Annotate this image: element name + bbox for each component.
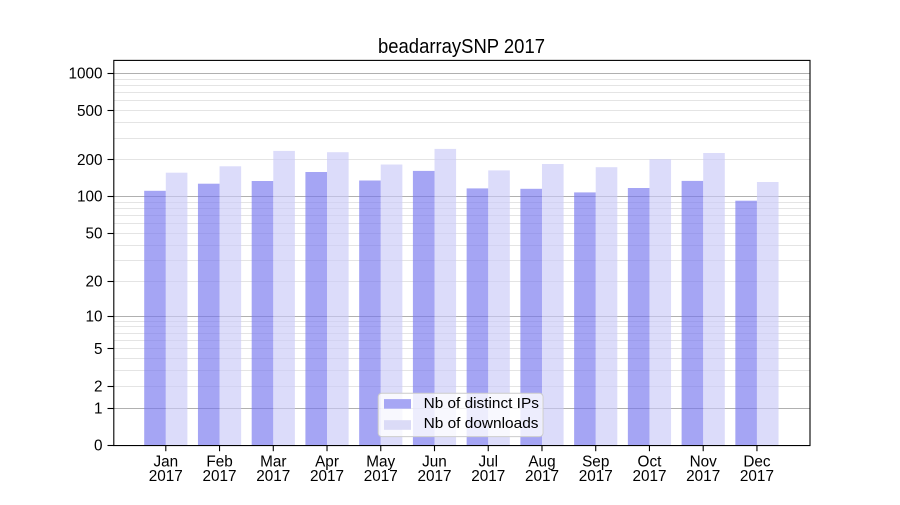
svg-text:Nb of downloads: Nb of downloads (424, 416, 539, 432)
svg-text:Jan: Jan (153, 453, 178, 470)
svg-text:2017: 2017 (740, 468, 774, 485)
svg-text:2017: 2017 (256, 468, 290, 485)
svg-text:2017: 2017 (471, 468, 505, 485)
svg-text:2017: 2017 (579, 468, 613, 485)
svg-text:200: 200 (77, 152, 103, 169)
svg-text:2017: 2017 (525, 468, 559, 485)
svg-text:2017: 2017 (203, 468, 237, 485)
svg-text:Nb of distinct IPs: Nb of distinct IPs (424, 396, 539, 412)
svg-text:Jul: Jul (478, 453, 498, 470)
svg-text:2017: 2017 (686, 468, 720, 485)
svg-text:5: 5 (94, 341, 103, 358)
svg-text:Sep: Sep (582, 453, 609, 470)
svg-text:1: 1 (94, 400, 103, 417)
svg-text:50: 50 (85, 226, 102, 243)
svg-text:May: May (366, 453, 395, 470)
svg-text:Oct: Oct (638, 453, 663, 470)
svg-text:Feb: Feb (206, 453, 232, 470)
svg-text:Dec: Dec (743, 453, 771, 470)
svg-text:2017: 2017 (364, 468, 398, 485)
svg-text:2017: 2017 (149, 468, 183, 485)
svg-text:Apr: Apr (315, 453, 339, 470)
svg-text:2017: 2017 (310, 468, 344, 485)
svg-text:10: 10 (85, 309, 102, 326)
svg-text:Jun: Jun (422, 453, 447, 470)
svg-text:2: 2 (94, 378, 103, 395)
svg-text:2017: 2017 (632, 468, 666, 485)
svg-text:Aug: Aug (528, 453, 555, 470)
svg-text:500: 500 (77, 103, 103, 120)
svg-text:100: 100 (77, 188, 103, 205)
svg-text:20: 20 (85, 274, 102, 291)
svg-text:2017: 2017 (417, 468, 451, 485)
svg-text:1000: 1000 (68, 66, 102, 83)
svg-text:0: 0 (94, 437, 103, 454)
svg-text:Nov: Nov (690, 453, 718, 470)
svg-text:Mar: Mar (260, 453, 286, 470)
svg-text:beadarraySNP 2017: beadarraySNP 2017 (378, 35, 545, 58)
